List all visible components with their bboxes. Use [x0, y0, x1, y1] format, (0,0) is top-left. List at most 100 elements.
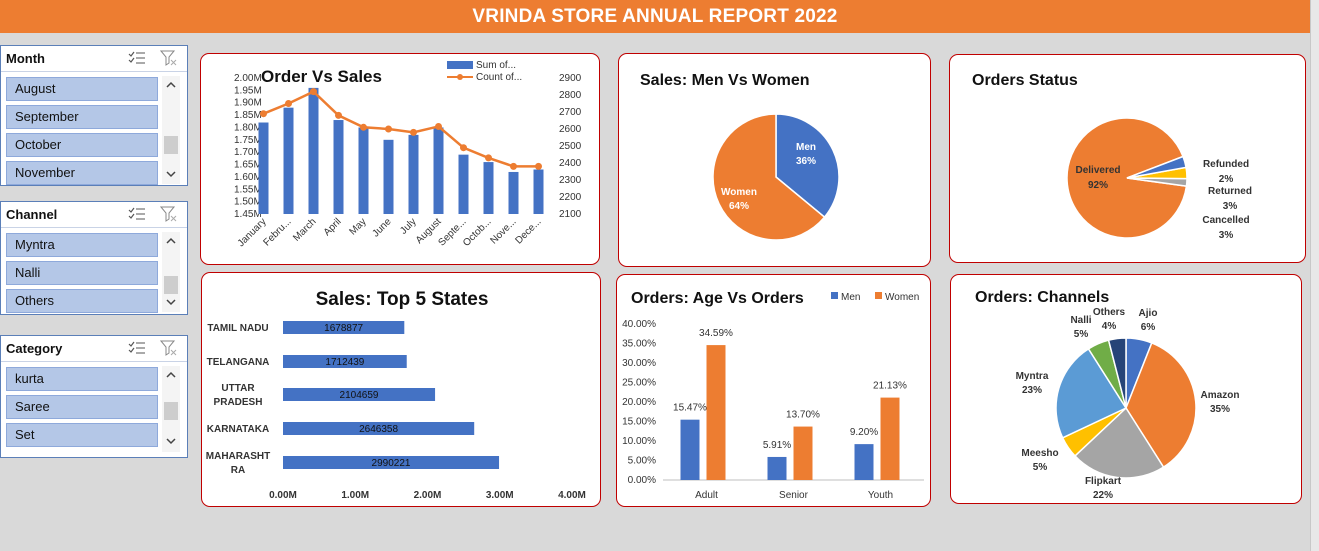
age-vs-orders-card: Orders: Age Vs Orders Men Women 40.00% 35.00… [616, 274, 931, 507]
line-marker [310, 88, 317, 96]
bar [258, 122, 269, 214]
legend-label: Sum of... [476, 60, 516, 71]
x-tick-label: Youth [868, 490, 893, 501]
slice-pct: 22% [1093, 490, 1113, 501]
slicer-item-others[interactable]: Others [6, 289, 158, 313]
category-slicer: Category kurta Saree Set [0, 335, 188, 458]
slicer-item-august[interactable]: August [6, 77, 158, 101]
orders-channels-chart: Orders: Channels Ajio 6% Amazon 35% Flipkart 2… [975, 289, 1239, 501]
multi-select-icon[interactable] [128, 340, 146, 356]
scroll-down-icon[interactable] [164, 167, 178, 181]
slice-pct: 3% [1219, 230, 1234, 241]
orders-status-chart: Orders Status Delivered 92% Refunded 2%Retur… [972, 72, 1252, 241]
line-marker [360, 123, 367, 131]
scroll-thumb[interactable] [164, 136, 178, 154]
pie-slice [712, 113, 826, 241]
line-marker [510, 162, 517, 170]
slicer-item-set[interactable]: Set [6, 423, 158, 447]
y-tick-label-right: 2600 [559, 124, 582, 135]
chart-title: Orders: Channels [975, 289, 1109, 306]
legend-swatch-bar [447, 61, 473, 69]
sales-men-women-chart: Sales: Men Vs Women Men 36% Women 64% [640, 72, 840, 241]
multi-select-icon[interactable] [128, 50, 146, 66]
slicer-item-saree[interactable]: Saree [6, 395, 158, 419]
bar [283, 456, 500, 469]
slicer-item-november[interactable]: November [6, 161, 158, 185]
scroll-up-icon[interactable] [164, 368, 178, 382]
bar [880, 397, 900, 480]
bar-value-label: 21.13% [873, 381, 907, 392]
x-tick-label: Senior [779, 490, 809, 501]
multi-select-icon[interactable] [128, 206, 146, 222]
bar [767, 456, 787, 480]
line-marker [485, 154, 492, 162]
y-tick-label-left: 1.85M [234, 110, 262, 121]
line-marker [285, 100, 292, 107]
pie-slice [1073, 406, 1165, 479]
age-vs-orders-chart: Orders: Age Vs Orders Men Women 40.00% 35.00… [622, 290, 924, 501]
clear-filter-icon[interactable] [160, 339, 178, 357]
clear-filter-icon[interactable] [160, 205, 178, 223]
slice-pct: 23% [1022, 385, 1042, 396]
slice-label: Meesho [1021, 448, 1058, 459]
line-marker [335, 111, 342, 119]
bar [333, 120, 344, 214]
chart-title: Orders: Age Vs Orders [631, 290, 804, 307]
bar [408, 134, 419, 214]
slicer-title: Month [6, 51, 45, 66]
scroll-up-icon[interactable] [164, 234, 178, 248]
slicer-scrollbar[interactable] [162, 76, 180, 184]
pie-slice [1126, 155, 1187, 179]
slicer-header: Month [1, 46, 187, 72]
y-tick-label: 35.00% [622, 339, 656, 350]
slicer-item-nalli[interactable]: Nalli [6, 261, 158, 285]
y-tick-label-right: 2700 [559, 107, 582, 118]
slice-label: Flipkart [1085, 476, 1122, 487]
y-tick-label: 20.00% [622, 397, 656, 408]
scroll-down-icon[interactable] [164, 295, 178, 309]
y-tick-label-left: 1.80M [234, 122, 262, 133]
slicer-scrollbar[interactable] [162, 366, 180, 452]
y-tick-label-right: 2400 [559, 158, 582, 169]
category-label: MAHARASHT [206, 451, 270, 462]
line-marker [260, 110, 267, 118]
bar [308, 87, 319, 214]
slice-pct: 5% [1074, 329, 1089, 340]
x-tick-label: Febru... [261, 216, 293, 248]
bar [283, 388, 436, 401]
x-tick-label: July [398, 216, 418, 236]
top-5-states-card: Sales: Top 5 States 1678877 TAMIL NADU 1712… [201, 272, 601, 507]
bar [680, 419, 700, 480]
y-tick-label-right: 2200 [559, 192, 582, 203]
pie-slice [1066, 117, 1188, 239]
scroll-thumb[interactable] [164, 276, 178, 294]
x-tick-label: 3.00M [486, 490, 514, 501]
slicer-item-myntra[interactable]: Myntra [6, 233, 158, 257]
slicer-item-kurta[interactable]: kurta [6, 367, 158, 391]
chart-title: Sales: Men Vs Women [640, 72, 810, 89]
bar [508, 171, 519, 214]
slice-label: Myntra [1016, 371, 1049, 382]
y-tick-label-left: 1.70M [234, 147, 262, 158]
slice-pct: 4% [1102, 321, 1117, 332]
slicer-item-september[interactable]: September [6, 105, 158, 129]
bar [483, 162, 494, 214]
legend-swatch [875, 292, 882, 299]
scroll-down-icon[interactable] [164, 434, 178, 448]
pie-slice [1125, 341, 1197, 469]
legend-label: Women [885, 292, 919, 303]
y-tick-label: 15.00% [622, 417, 656, 428]
slicer-scrollbar[interactable] [162, 232, 180, 312]
category-label: RA [231, 465, 245, 476]
slicer-title: Category [6, 341, 63, 356]
window-scrollbar[interactable] [1310, 0, 1319, 551]
slicer-item-october[interactable]: October [6, 133, 158, 157]
scroll-thumb[interactable] [164, 402, 178, 420]
y-tick-label-right: 2300 [559, 175, 582, 186]
clear-filter-icon[interactable] [160, 49, 178, 67]
scroll-up-icon[interactable] [164, 78, 178, 92]
channel-slicer: Channel Myntra Nalli Others [0, 201, 188, 315]
bar-value-label: 5.91% [763, 440, 791, 451]
bar [706, 345, 726, 480]
